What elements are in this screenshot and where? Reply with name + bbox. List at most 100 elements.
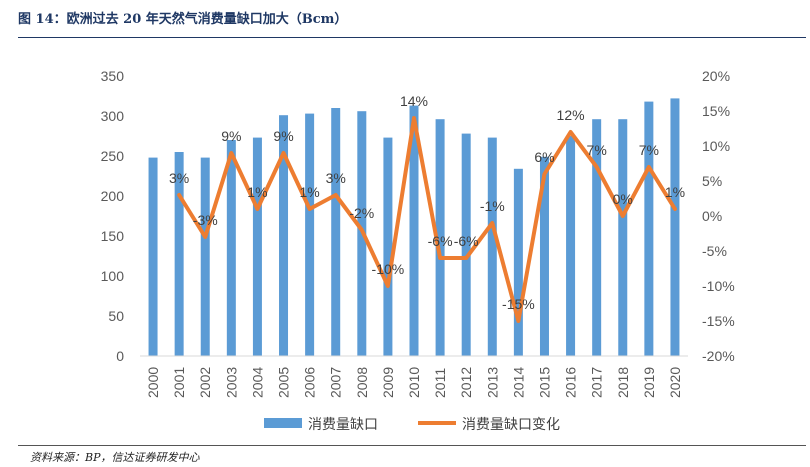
x-tick-label: 2016 (563, 367, 579, 398)
line-point (569, 130, 573, 134)
footer-divider (18, 445, 806, 446)
bar (383, 137, 393, 356)
line-data-label: 14% (400, 93, 428, 109)
line-data-label: -1% (480, 198, 505, 214)
line-point (438, 256, 442, 260)
x-tick-label: 2020 (667, 367, 683, 398)
x-tick-label: 2012 (458, 367, 474, 398)
x-tick-label: 2007 (328, 367, 344, 398)
bar (331, 108, 341, 356)
left-tick-label: 100 (101, 268, 125, 284)
line-point (255, 207, 259, 211)
line-point (595, 165, 599, 169)
bar (644, 101, 654, 356)
line-data-label: 7% (587, 142, 607, 158)
line-point (229, 151, 233, 155)
x-tick-label: 2014 (510, 367, 526, 398)
left-tick-label: 0 (116, 348, 124, 364)
bar (435, 119, 445, 356)
x-tick-label: 2018 (615, 367, 631, 398)
x-tick-label: 2004 (249, 367, 265, 398)
x-axis: 2000 2001 2002 2003 2004 2005 2006 2007 2008 2009… (145, 367, 683, 398)
line-data-label: 7% (639, 142, 659, 158)
right-tick-label: -5% (702, 243, 727, 259)
x-tick-label: 2019 (641, 367, 657, 398)
line-point (386, 284, 390, 288)
line-point (177, 193, 181, 197)
left-tick-label: 50 (108, 308, 124, 324)
left-axis: 0 50 100 150 200 250 300 350 (101, 68, 125, 364)
bar (305, 113, 315, 356)
line-point (360, 228, 364, 232)
right-tick-label: 10% (702, 138, 730, 154)
line-point (490, 221, 494, 225)
line-point (412, 116, 416, 120)
legend-label-line: 消费量缺口变化 (462, 417, 560, 433)
right-tick-label: -15% (702, 313, 735, 329)
line-data-label: -6% (454, 233, 479, 249)
line-data-label: 1% (665, 184, 685, 200)
bar (513, 168, 523, 356)
left-tick-label: 250 (101, 148, 125, 164)
left-tick-label: 150 (101, 228, 125, 244)
line-data-label: 3% (169, 170, 189, 186)
bar (174, 152, 184, 356)
bar (487, 137, 497, 356)
right-tick-label: 5% (702, 173, 722, 189)
chart-title: 图 14：欧洲过去 20 年天然气消费量缺口加大（Bcm） (18, 12, 348, 27)
left-tick-label: 300 (101, 108, 125, 124)
line-data-label: 0% (613, 191, 633, 207)
legend: 消费量缺口 消费量缺口变化 (264, 417, 560, 433)
line-data-label: 12% (557, 107, 585, 123)
bar (618, 119, 628, 356)
right-axis: -20% -15% -10% -5% 0% 5% 10% 15% 20% (702, 68, 735, 364)
x-tick-label: 2001 (171, 367, 187, 398)
legend-swatch-bar (264, 418, 302, 428)
right-tick-label: -20% (702, 348, 735, 364)
bar (226, 140, 236, 356)
legend-label-bar: 消费量缺口 (308, 417, 378, 433)
line-data-label: -15% (502, 296, 535, 312)
bar (200, 157, 210, 356)
right-tick-label: 20% (702, 68, 730, 84)
x-tick-label: 2013 (484, 367, 500, 398)
x-tick-label: 2003 (223, 367, 239, 398)
bar (252, 137, 262, 356)
bar-series (148, 98, 680, 357)
line-data-label: 3% (326, 170, 346, 186)
line-data-label: -3% (193, 212, 218, 228)
bar (409, 105, 419, 356)
line-point (542, 172, 546, 176)
bar (279, 115, 289, 356)
line-point (334, 193, 338, 197)
line-point (203, 235, 207, 239)
line-data-label: -6% (428, 233, 453, 249)
x-tick-label: 2017 (589, 367, 605, 398)
line-point (673, 207, 677, 211)
x-tick-label: 2008 (354, 367, 370, 398)
line-data-label: -10% (372, 261, 405, 277)
line-data-label: -2% (349, 205, 374, 221)
line-data-label: 9% (221, 128, 241, 144)
bar (592, 119, 602, 356)
x-tick-label: 2005 (276, 367, 292, 398)
change-line (177, 116, 677, 323)
line-point (647, 165, 651, 169)
left-tick-label: 350 (101, 68, 125, 84)
line-data-label: 1% (300, 184, 320, 200)
line-point (621, 214, 625, 218)
x-tick-label: 2002 (197, 367, 213, 398)
bar (539, 156, 549, 356)
bar (461, 133, 471, 356)
right-tick-label: 15% (702, 103, 730, 119)
x-tick-label: 2015 (536, 367, 552, 398)
line-data-label: 1% (247, 184, 267, 200)
line-data-label: 9% (273, 128, 293, 144)
x-tick-label: 2000 (145, 367, 161, 398)
x-tick-label: 2009 (380, 367, 396, 398)
line-point (516, 319, 520, 323)
x-tick-label: 2011 (432, 368, 448, 398)
line-series (177, 116, 677, 323)
right-tick-label: 0% (702, 208, 722, 224)
